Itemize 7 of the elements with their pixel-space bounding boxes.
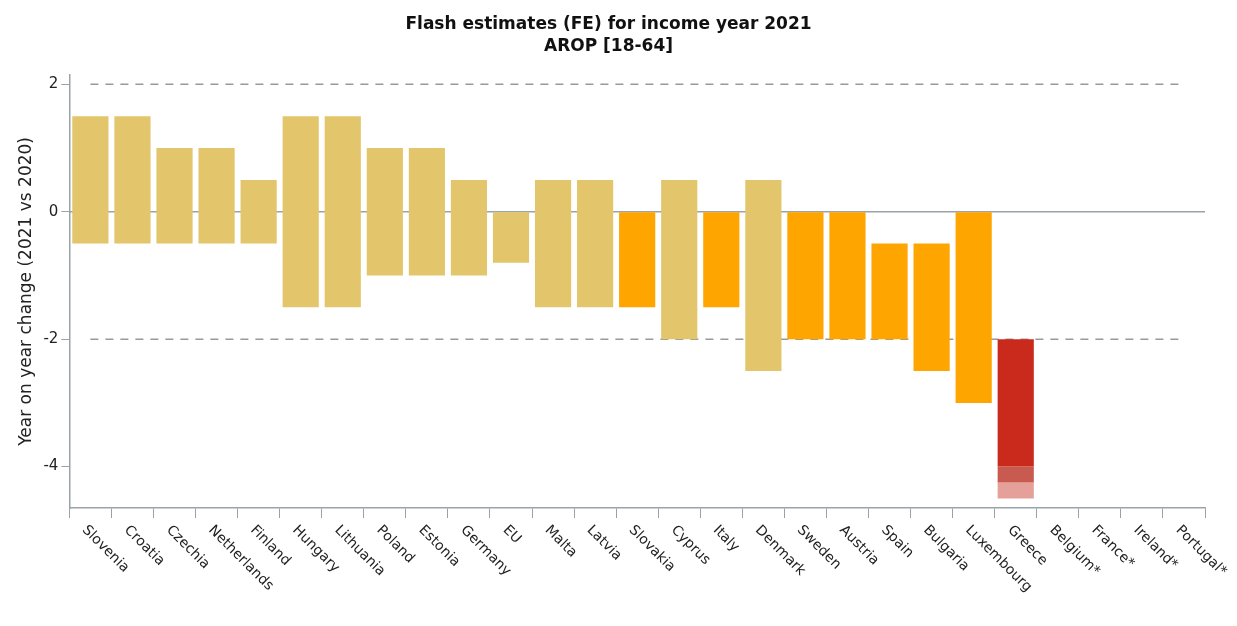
chart-subtitle: AROP [18-64]: [544, 35, 673, 56]
y-tick-label: -4: [43, 456, 59, 475]
y-axis-title: Year on year change (2021 vs 2020): [14, 137, 35, 447]
y-tick-label: 2: [48, 74, 59, 93]
chart-title: Flash estimates (FE) for income year 2021: [405, 12, 812, 33]
y-tick-label: 0: [48, 201, 59, 220]
y-tick-label: -2: [43, 329, 59, 348]
